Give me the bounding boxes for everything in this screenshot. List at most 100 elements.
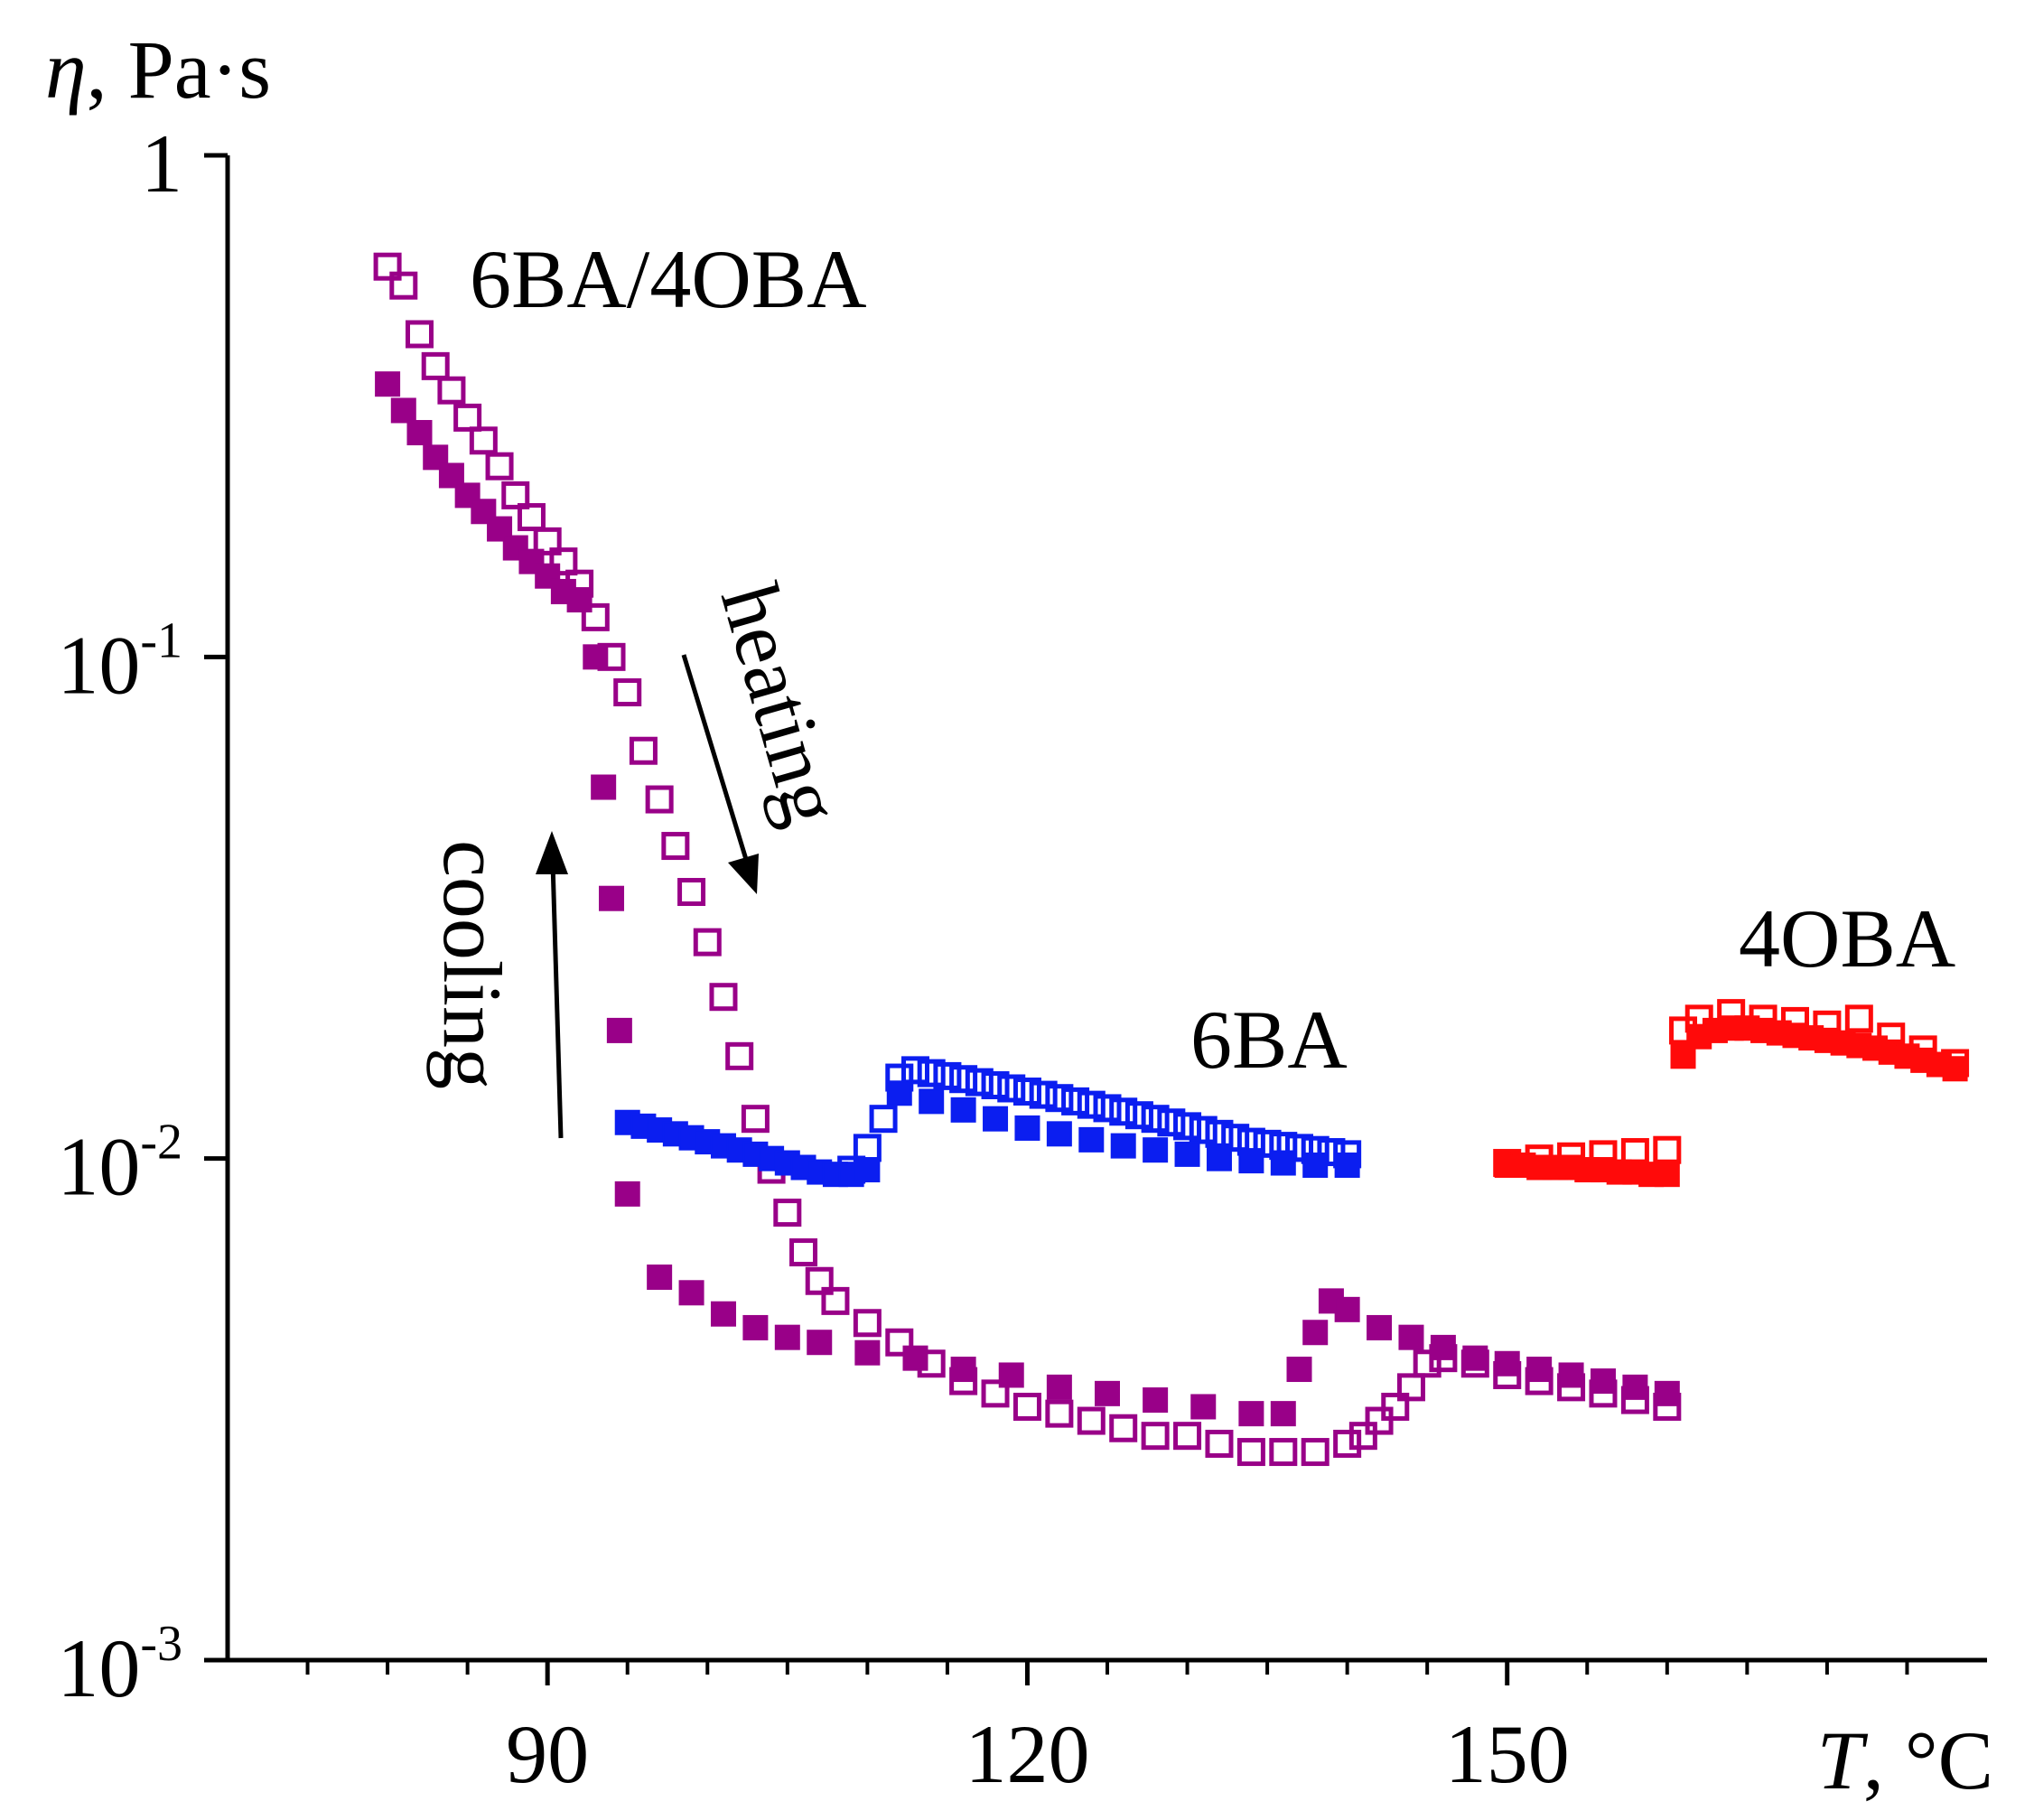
data-point [885,1328,914,1357]
data-point [1143,1137,1169,1163]
data-point [805,1266,834,1295]
data-point [1012,1078,1041,1106]
x-tick-label: 90 [506,1708,589,1800]
data-point [1205,1119,1234,1148]
data-point [469,426,498,455]
data-point [1333,1429,1362,1458]
y-axis-title: η, Pa·s [45,23,271,116]
series-label-4oba: 4OBA [1739,892,1955,985]
series-4oba-cooling [1494,1015,1968,1188]
data-point [677,878,706,907]
data-point [606,1017,632,1043]
series-label-6ba: 6BA [1190,994,1348,1086]
data-point [981,1379,1010,1408]
data-point [1367,1314,1393,1340]
data-point [853,1309,882,1338]
data-point [1253,1129,1282,1158]
x-tick-label: 150 [1445,1708,1570,1800]
data-point [1189,1115,1218,1144]
data-point [774,1324,800,1350]
data-point [678,1280,704,1306]
data-point [1061,1087,1090,1115]
data-point [661,832,690,861]
data-point [1396,1373,1425,1402]
data-point [1302,1153,1329,1179]
data-point [1286,1357,1312,1383]
x-axis-symbol: T [1817,1714,1869,1806]
data-point [614,1181,640,1207]
data-point [919,1088,945,1115]
data-point [1558,1362,1584,1388]
data-point [1012,1392,1041,1421]
y-tick-label: 10-1 [57,612,182,711]
data-point [854,1339,881,1366]
data-point [917,1059,946,1087]
data-point [949,1065,978,1094]
data-point [1348,1422,1377,1451]
data-point [566,587,592,613]
data-point [373,252,402,281]
data-point [1206,1145,1232,1171]
data-point [789,1238,818,1267]
data-point [1526,1357,1553,1383]
series-6ba-4oba-cooling [375,371,1680,1427]
data-point [1045,1399,1074,1428]
series-6ba-4oba-heating [373,252,1682,1467]
data-point [821,1286,850,1315]
data-point [950,1097,976,1123]
series-6ba-cooling [614,1080,1360,1188]
data-point [1238,1148,1264,1174]
data-point [1109,1097,1138,1126]
cooling-label: cooling [426,840,518,1089]
data-point [854,1157,881,1183]
data-point [1942,1056,1968,1082]
data-point [1110,1133,1136,1159]
data-point [1270,1401,1296,1427]
data-point [647,1265,673,1291]
data-point [1381,1392,1410,1421]
data-point [981,1071,1010,1100]
data-point [1093,1094,1122,1123]
data-point [1077,1406,1106,1435]
data-point [423,444,449,471]
data-point [1141,1422,1170,1451]
data-point [741,1105,770,1134]
data-point [375,371,401,397]
data-point [710,1301,736,1327]
cooling-annotation: cooling [426,831,568,1139]
data-point [583,644,609,670]
data-point [1143,1387,1169,1414]
data-point [900,1056,929,1085]
data-point [1317,1138,1346,1167]
data-point [1653,1135,1682,1164]
data-point [1590,1368,1616,1395]
data-point [1141,1105,1170,1134]
ticks [204,153,1909,1685]
data-point [485,452,514,481]
data-point [693,928,722,957]
y-tick-label: 10-3 [57,1616,182,1714]
data-point [997,1074,1026,1103]
data-point [437,376,466,405]
data-point [1413,1349,1442,1378]
data-point [1302,1320,1329,1346]
data-point [1334,1153,1360,1179]
cooling-arrow-shaft [550,862,564,1139]
data-point [1654,1162,1680,1188]
data-point [1173,1422,1202,1451]
data-point [389,271,418,300]
data-point [1462,1345,1488,1371]
data-point [1430,1334,1456,1360]
data-point [1494,1350,1520,1377]
x-tick-label: 120 [965,1708,1089,1800]
cooling-arrow-head [536,831,568,874]
data-point [453,403,482,432]
data-point [613,678,642,707]
data-point [1654,1380,1680,1406]
data-point [1285,1134,1314,1162]
data-point [1270,1150,1296,1176]
data-point [1365,1406,1394,1435]
data-point [629,736,658,765]
data-point [1029,1080,1058,1109]
